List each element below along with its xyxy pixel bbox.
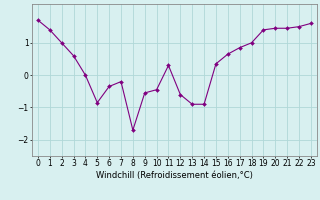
X-axis label: Windchill (Refroidissement éolien,°C): Windchill (Refroidissement éolien,°C) [96, 171, 253, 180]
